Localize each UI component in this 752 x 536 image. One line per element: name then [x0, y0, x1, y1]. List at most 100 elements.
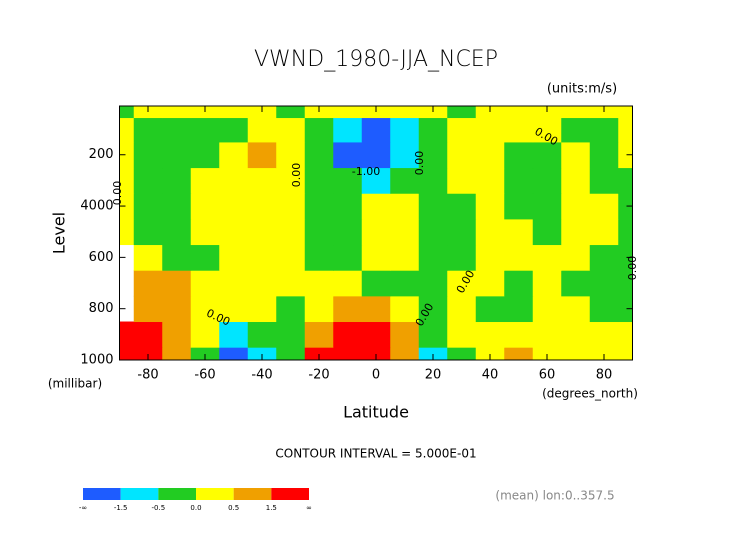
contour-cell: [333, 347, 363, 360]
contour-cell: [276, 347, 306, 360]
colorbar-label: -∞: [79, 504, 87, 512]
contour-cell: [618, 270, 633, 297]
contour-cell: [447, 193, 477, 220]
contour-cell: [447, 167, 477, 194]
contour-cell: [561, 141, 591, 169]
contour-cell: [390, 295, 420, 323]
contour-cell: [162, 106, 192, 119]
contour-cell: [276, 193, 306, 220]
contour-cell: [361, 193, 391, 220]
contour-cell: [561, 321, 591, 348]
contour-cell: [447, 295, 477, 323]
contour-cell: [418, 141, 448, 169]
contour-cell: [618, 321, 633, 348]
contour-cell: [304, 347, 334, 360]
contour-cell: [475, 347, 505, 360]
contour-cell: [390, 347, 420, 360]
contour-label: 0.00: [290, 163, 303, 188]
contour-cell: [133, 218, 163, 246]
contour-cell: [589, 218, 619, 246]
contour-cell: [618, 244, 633, 271]
contour-cell: [532, 167, 562, 194]
x-tick-label: 40: [482, 368, 499, 383]
contour-cell: [119, 193, 135, 220]
contour-cell: [532, 347, 562, 360]
contour-cell: [589, 193, 619, 220]
contour-cell: [418, 193, 448, 220]
x-tick-label: 20: [425, 368, 442, 383]
contour-cell: [190, 295, 220, 323]
contour-cell: [276, 321, 306, 348]
contour-cell: [162, 218, 192, 246]
contour-cell: [589, 106, 619, 119]
contour-cell: [475, 321, 505, 348]
contour-cell: [162, 167, 192, 194]
contour-cell: [561, 106, 591, 119]
x-tick-label: 0: [372, 368, 380, 383]
y-tick-label: 200: [89, 147, 114, 162]
contour-cell: [447, 117, 477, 143]
colorbar-label: 0.0: [190, 504, 201, 512]
contour-cell: [390, 270, 420, 297]
contour-cell: [247, 117, 277, 143]
contour-cell: [304, 218, 334, 246]
contour-cell: [133, 347, 163, 360]
contour-cell: [247, 270, 277, 297]
contour-cell: [119, 347, 135, 360]
contour-cell: [504, 295, 534, 323]
contour-cell: [133, 270, 163, 297]
contour-cell: [119, 218, 135, 246]
contour-cell: [618, 193, 633, 220]
contour-cell: [133, 106, 163, 119]
contour-cell: [190, 347, 220, 360]
contour-cell: [447, 270, 477, 297]
contour-cell: [333, 244, 363, 271]
contour-cell: [190, 270, 220, 297]
contour-cell: [418, 117, 448, 143]
contour-cell: [589, 321, 619, 348]
contour-cell: [532, 106, 562, 119]
contour-cell: [361, 141, 391, 169]
contour-cell: [475, 295, 505, 323]
colorbar-swatch: [120, 488, 159, 500]
contour-cell: [618, 141, 633, 169]
contour-cell: [361, 106, 391, 119]
contour-cell: [589, 295, 619, 323]
x-tick-label: 60: [539, 368, 556, 383]
contour-cell: [618, 117, 633, 143]
contour-cell: [133, 167, 163, 194]
contour-cell: [247, 295, 277, 323]
contour-cell: [561, 167, 591, 194]
contour-cell: [361, 244, 391, 271]
contour-cell: [475, 270, 505, 297]
contour-cell: [219, 347, 249, 360]
contour-cell: [276, 141, 306, 169]
contour-cell: [304, 141, 334, 169]
contour-cell: [247, 193, 277, 220]
contour-cell: [447, 347, 477, 360]
contour-cell: [390, 106, 420, 119]
contour-cell: [418, 270, 448, 297]
x-tick-label: 80: [596, 368, 613, 383]
contour-cell: [190, 117, 220, 143]
contour-cell: [475, 106, 505, 119]
contour-cell: [219, 295, 249, 323]
contour-cell: [190, 106, 220, 119]
contour-cell: [447, 321, 477, 348]
contour-cell: [247, 167, 277, 194]
contour-cell: [618, 106, 633, 119]
contour-cell: [162, 321, 192, 348]
y-tick-label: 800: [89, 301, 114, 316]
contour-cell: [447, 106, 477, 119]
contour-cell: [361, 295, 391, 323]
contour-cell: [119, 167, 135, 194]
contour-cell: [219, 106, 249, 119]
contour-cell: [618, 167, 633, 194]
contour-cell: [589, 244, 619, 271]
colorbar-label: -0.5: [151, 504, 165, 512]
contour-cell: [219, 117, 249, 143]
contour-cell: [333, 270, 363, 297]
x-tick-label: -40: [251, 368, 272, 383]
contour-cell: [247, 321, 277, 348]
contour-cell: [390, 244, 420, 271]
